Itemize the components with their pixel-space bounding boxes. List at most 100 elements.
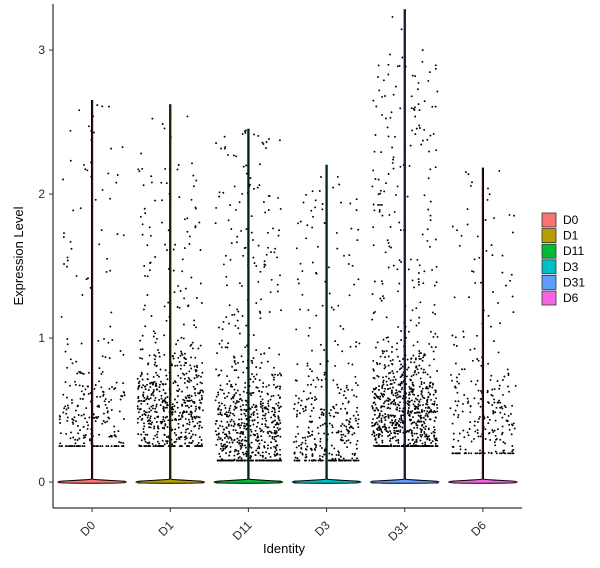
data-point [154,410,157,413]
data-point [252,380,255,383]
data-point [190,405,193,408]
data-point [391,358,394,361]
data-point [267,209,270,211]
data-point [220,414,223,416]
data-point [182,398,185,401]
data-point [258,310,261,313]
data-point [501,379,504,381]
data-point [250,459,253,462]
data-point [423,354,425,357]
data-point [82,393,85,396]
data-point [377,193,380,196]
data-point [82,425,85,428]
data-point [225,426,228,429]
data-point [463,436,466,439]
data-point [386,384,389,387]
data-point [196,383,199,386]
data-point [71,421,74,424]
data-point [63,232,65,235]
data-point [373,150,376,153]
data-point [390,432,392,435]
data-point [296,457,299,460]
data-point [478,256,481,259]
data-point [224,447,227,450]
data-point [166,442,169,445]
data-point [341,350,344,353]
data-point [337,430,340,433]
data-point [185,428,188,431]
data-point [139,415,141,418]
data-point [373,280,376,283]
data-point [294,456,297,459]
data-point [84,434,87,437]
data-point [352,414,355,417]
data-point [189,364,192,367]
data-point [413,400,416,403]
data-point [430,442,433,444]
data-point [407,400,409,403]
data-point [155,421,158,423]
data-point [146,395,149,398]
data-point [391,419,393,422]
data-point [378,414,381,417]
data-point [186,404,189,407]
data-point [372,99,375,102]
data-point [233,438,236,441]
data-point [262,459,265,462]
data-point [302,201,305,204]
data-point [259,454,262,457]
data-point [171,443,174,446]
data-point [237,459,240,462]
legend-item-D3: D3 [541,259,579,275]
data-point [149,382,152,385]
data-point [270,416,273,419]
data-point [139,348,142,351]
data-point [105,270,108,273]
data-point [389,359,392,362]
data-point [269,459,272,462]
data-point [387,266,390,269]
data-point [102,393,105,396]
data-point [201,409,204,412]
data-point [305,193,308,196]
data-point [241,192,244,195]
data-point [372,424,375,427]
data-point [183,352,186,355]
data-point [343,442,346,445]
legend-swatch [541,212,557,228]
data-point [424,443,427,446]
data-point [423,445,426,448]
data-point [153,427,156,430]
data-point [97,415,100,418]
data-point [345,419,348,422]
data-point [115,435,117,438]
data-point [180,445,183,448]
data-point [66,366,69,369]
data-point [389,407,392,410]
data-point [187,305,189,308]
data-point [214,422,217,425]
data-point [229,420,232,423]
data-point [82,413,85,416]
data-point [229,258,232,261]
data-point [237,457,240,459]
data-point [183,401,186,404]
data-point [381,203,383,206]
x-tick-label-D6: D6 [468,518,489,539]
data-point [467,173,470,176]
data-point [511,404,514,407]
data-point [492,410,495,412]
data-point [416,407,419,410]
data-point [279,385,282,388]
data-point [420,435,423,438]
data-point [86,385,89,388]
data-point [387,135,390,138]
data-point [399,431,402,433]
data-point [414,106,416,109]
data-point [181,372,184,375]
data-point [225,452,228,455]
data-point [450,373,452,376]
data-point [179,411,182,414]
data-point [259,402,262,405]
